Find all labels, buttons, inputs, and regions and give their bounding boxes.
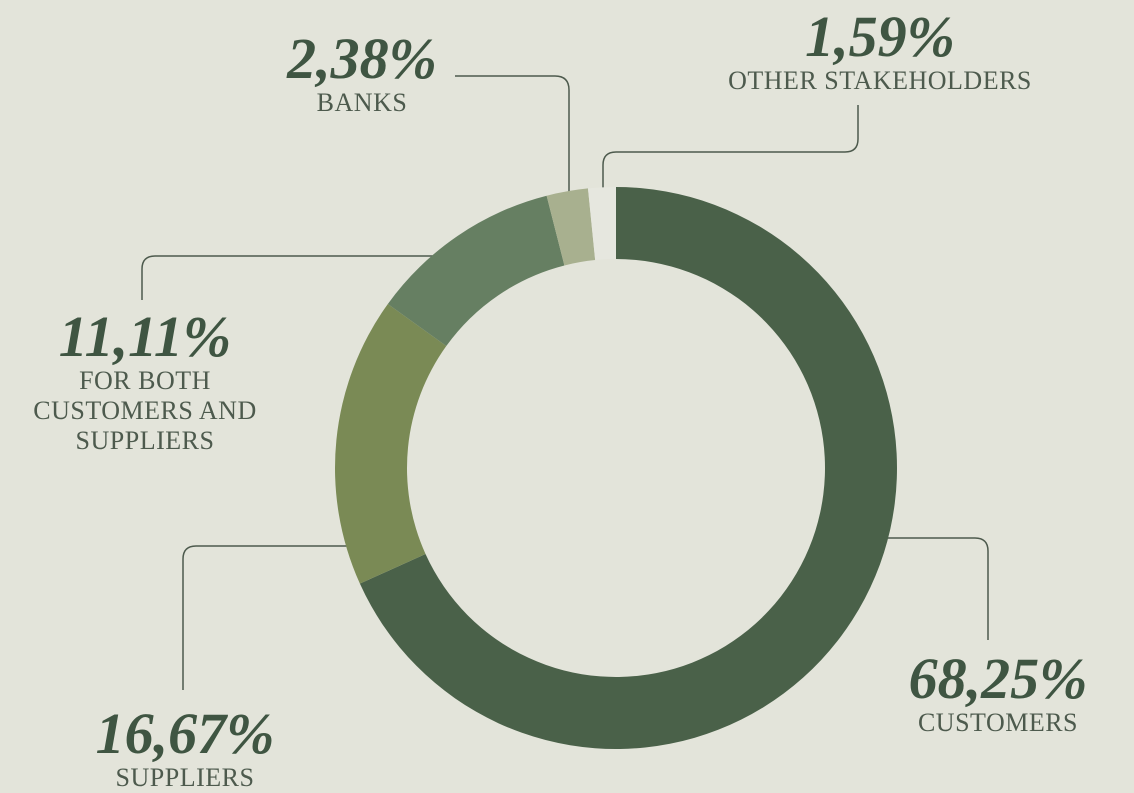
slice-label: 1,59%OTHER STAKEHOLDERS bbox=[680, 8, 1080, 96]
category-label: CUSTOMERS bbox=[848, 708, 1134, 738]
value-label: 68,25% bbox=[848, 650, 1134, 708]
value-label: 16,67% bbox=[35, 705, 335, 763]
value-label: 11,11% bbox=[20, 308, 270, 366]
slice-label: 68,25%CUSTOMERS bbox=[848, 650, 1134, 738]
slice-label: 16,67%SUPPLIERS bbox=[35, 705, 335, 793]
donut-slice bbox=[335, 304, 446, 584]
category-label: BANKS bbox=[237, 88, 487, 118]
category-label: FOR BOTH CUSTOMERS AND SUPPLIERS bbox=[20, 366, 270, 456]
category-label: SUPPLIERS bbox=[35, 763, 335, 793]
category-label: OTHER STAKEHOLDERS bbox=[680, 66, 1080, 96]
chart: 68,25%CUSTOMERS 16,67%SUPPLIERS 11,11%FOR … bbox=[0, 0, 1134, 791]
slice-label: 2,38%BANKS bbox=[237, 30, 487, 118]
value-label: 2,38% bbox=[237, 30, 487, 88]
leader-line bbox=[183, 546, 378, 690]
slice-label: 11,11%FOR BOTH CUSTOMERS AND SUPPLIERS bbox=[20, 308, 270, 456]
value-label: 1,59% bbox=[680, 8, 1080, 66]
